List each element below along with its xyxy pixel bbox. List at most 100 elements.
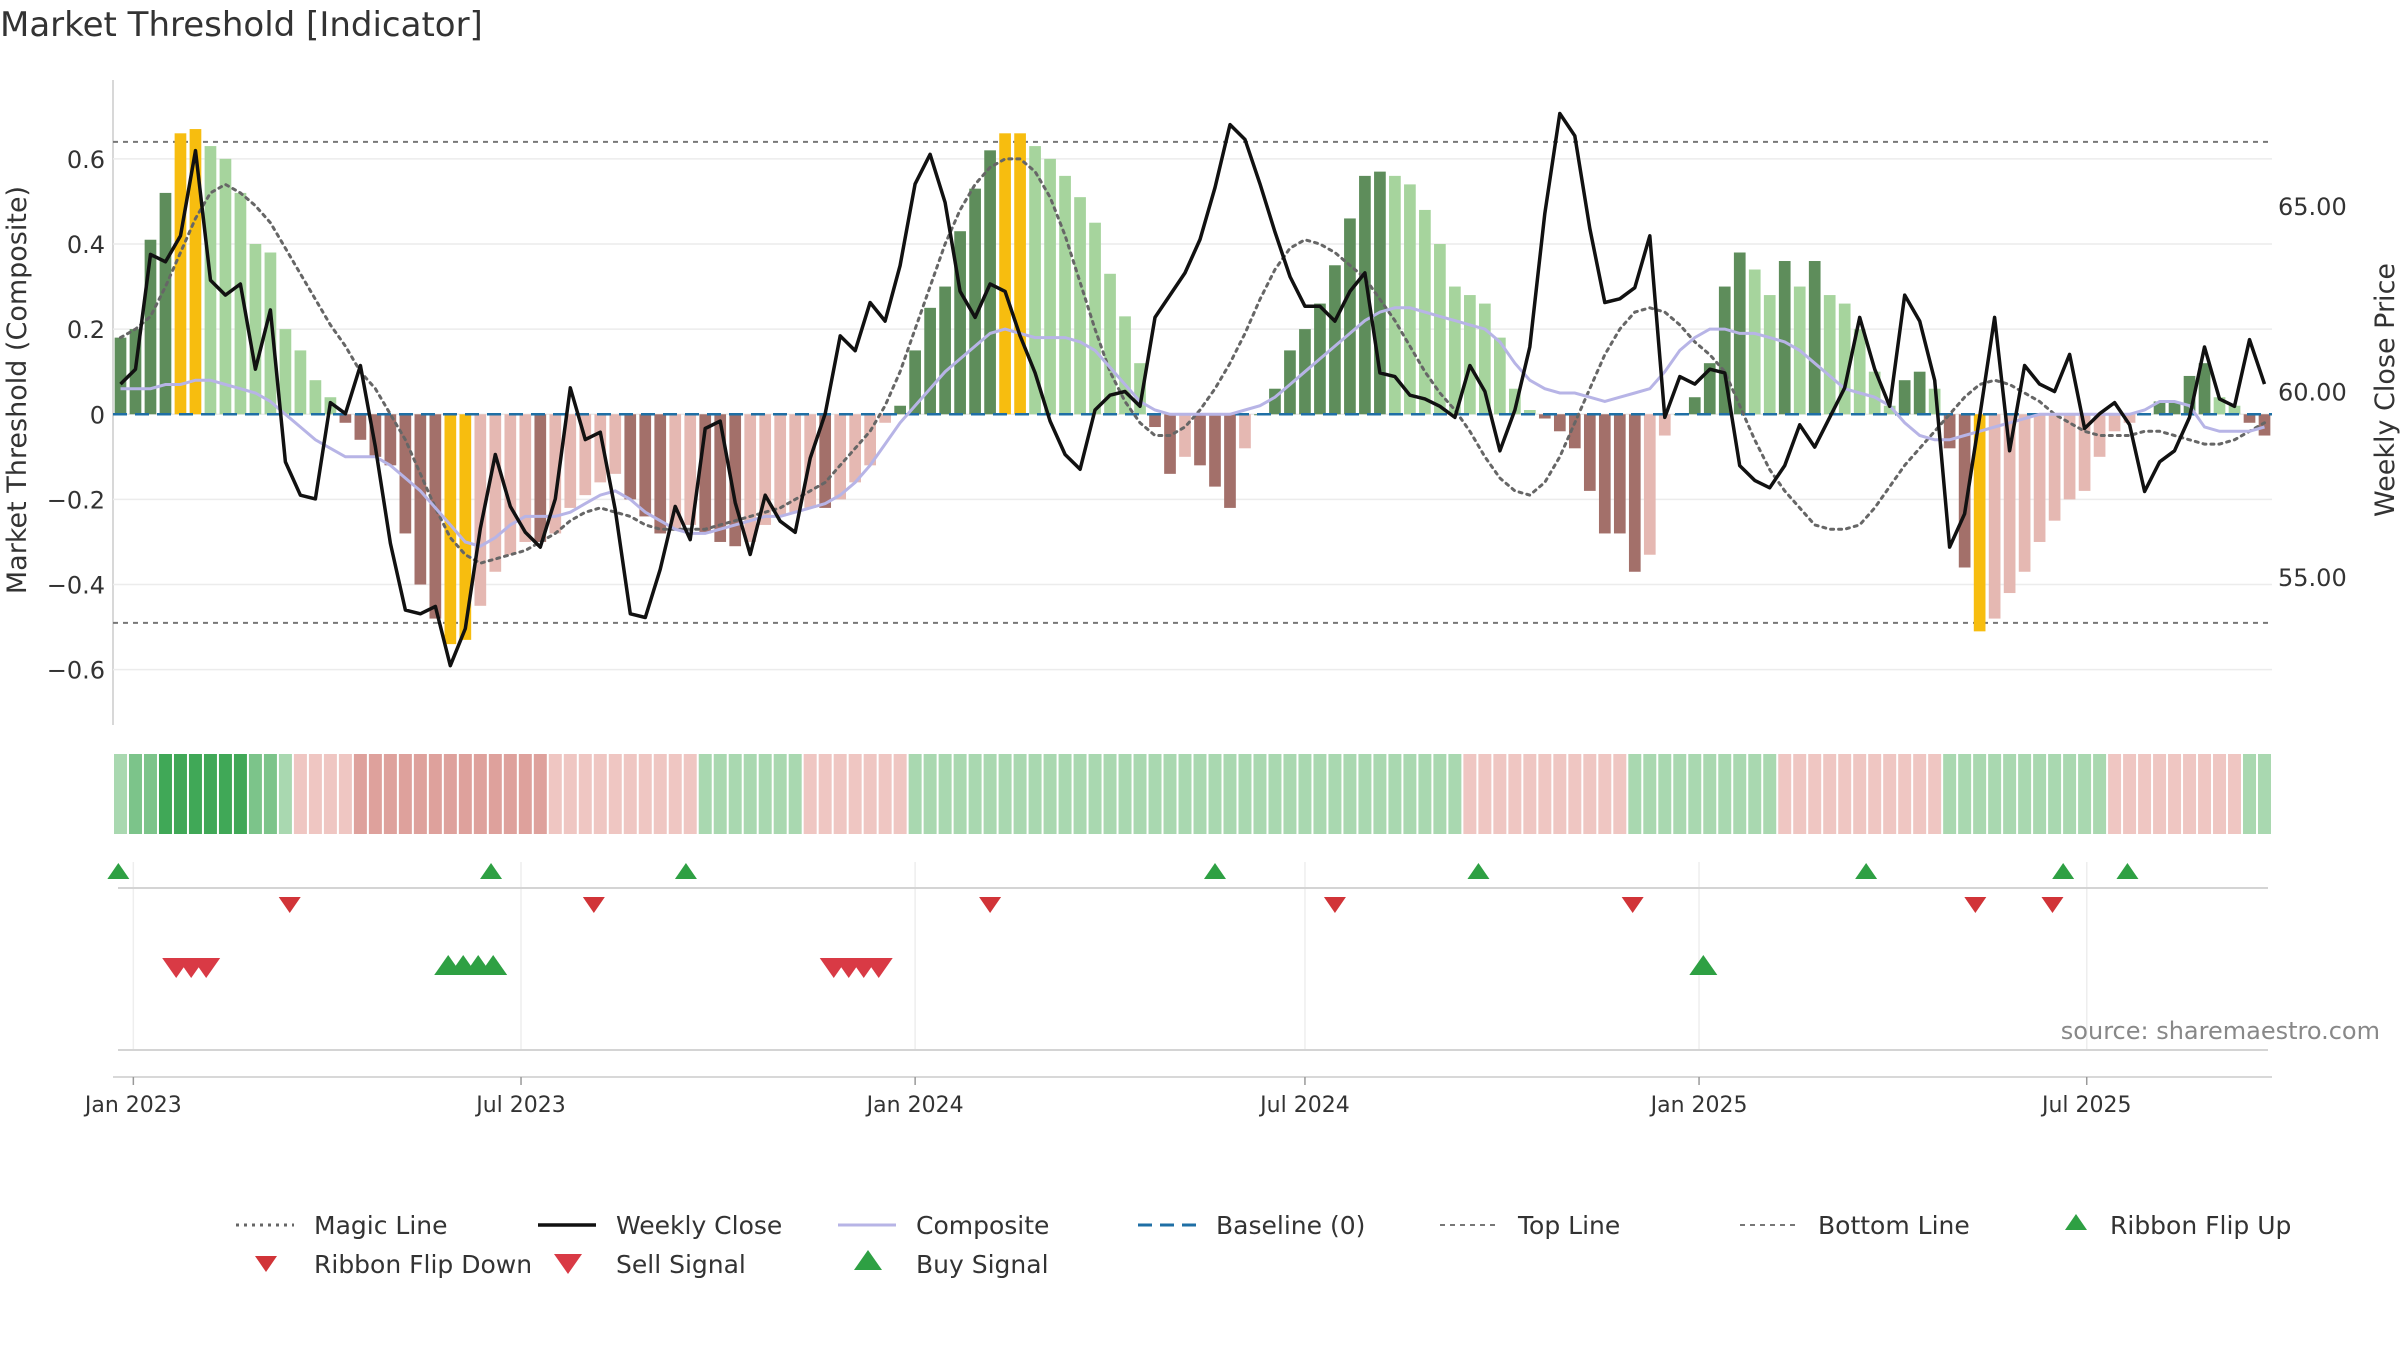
ribbon-cell [1808, 754, 1822, 834]
composite-bar [2018, 414, 2031, 572]
composite-bar [174, 133, 187, 415]
y-right-axis-label: Weekly Close Price [2370, 263, 2400, 517]
ribbon-flip-down-marker [1964, 897, 1987, 913]
legend-item: Baseline (0) [1138, 1211, 1365, 1240]
ribbon-cell [713, 754, 727, 834]
composite-bar [1119, 316, 1131, 415]
composite-bar [1778, 261, 1791, 415]
ribbon-flip-up-marker [107, 863, 130, 879]
composite-bar [669, 414, 682, 530]
ribbon-cell [518, 754, 532, 834]
ribbon-cell [413, 754, 427, 834]
composite-bar [819, 414, 832, 508]
composite-bar [1748, 269, 1761, 415]
ribbon-cell [833, 754, 847, 834]
ribbon-cell [1523, 754, 1537, 834]
legend: Magic Line Weekly Close Composite Baseline … [236, 1211, 2291, 1279]
legend-item: Bottom Line [1740, 1211, 1970, 1240]
ribbon-cell [218, 754, 232, 834]
magic-line [119, 157, 2266, 565]
composite-bar [2003, 414, 2016, 594]
composite-bar [1074, 197, 1086, 415]
composite-bar [2153, 401, 2166, 415]
legend-label: Baseline (0) [1216, 1211, 1365, 1240]
ribbon-cell [1208, 754, 1222, 834]
ribbon-cell [488, 754, 502, 834]
composite-bar [504, 414, 517, 555]
composite-bar [1104, 273, 1116, 415]
ribbon-cell [188, 754, 202, 834]
composite-bar [189, 129, 202, 415]
composite-bar [1509, 388, 1521, 415]
composite-bar [969, 188, 981, 415]
ribbon-cell [1853, 754, 1867, 834]
composite-bar [519, 414, 532, 542]
ribbon-cell [608, 754, 622, 834]
ribbon-cell [398, 754, 412, 834]
composite-bar [1868, 371, 1881, 415]
composite-bar [279, 329, 292, 415]
ribbon-cell [1718, 754, 1732, 834]
composite-bar [2183, 375, 2196, 415]
ribbon-cell [1748, 754, 1762, 834]
composite-bar [1239, 414, 1251, 449]
x-tick-label: Jan 2023 [83, 1093, 182, 1118]
ribbon-cell [1193, 754, 1207, 834]
composite-bar [384, 414, 397, 466]
composite-bar [264, 252, 277, 415]
sell-signal-marker [192, 958, 221, 978]
composite-bar [1329, 265, 1341, 415]
composite-bar [1134, 363, 1146, 415]
ribbon-flip-down-marker [1323, 897, 1346, 913]
ribbon-cell [683, 754, 697, 834]
composite-bar [1179, 414, 1191, 457]
trend-ribbon [114, 754, 2271, 834]
composite-bar [1613, 414, 1626, 534]
composite-bar [1464, 295, 1476, 415]
y-left-tick-label: 0.4 [67, 231, 105, 259]
ribbon-cell [2243, 754, 2257, 834]
ribbon-cell [233, 754, 247, 834]
composite-bar [1538, 414, 1551, 419]
composite-bar [534, 414, 547, 542]
composite-bar [474, 414, 487, 606]
composite-bar [369, 414, 382, 457]
ribbon-cell [158, 754, 172, 834]
composite-bar [2063, 414, 2076, 500]
ribbon-cell [533, 754, 547, 834]
y-left-tick-label: 0.6 [67, 146, 105, 174]
y-left-tick-label: 0.2 [67, 316, 105, 344]
composite-bar [234, 192, 247, 415]
ribbon-cell [803, 754, 817, 834]
ribbon-cell [1673, 754, 1687, 834]
ribbon-cell [263, 754, 277, 834]
legend-label: Ribbon Flip Down [314, 1250, 532, 1279]
legend-label: Composite [916, 1211, 1049, 1240]
ribbon-cell [173, 754, 187, 834]
buy-signal-marker [1689, 955, 1718, 975]
legend-swatch [554, 1254, 582, 1274]
ribbon-flip-up-marker [1203, 863, 1226, 879]
x-tick-label: Jul 2024 [1258, 1093, 1350, 1118]
ribbon-cell [938, 754, 952, 834]
ribbon-cell [1418, 754, 1432, 834]
composite-bar [684, 414, 697, 525]
composite-bar [834, 414, 847, 500]
ribbon-cell [1448, 754, 1462, 834]
ribbon-cell [1028, 754, 1042, 834]
ribbon-cell [1583, 754, 1597, 834]
ribbon-cell [2183, 754, 2197, 834]
composite-bar [1449, 286, 1461, 415]
composite-bar [624, 414, 637, 500]
composite-bar [1404, 184, 1416, 415]
composite-bar [1688, 397, 1701, 415]
ribbon-cell [698, 754, 712, 834]
ribbon-cell [1328, 754, 1342, 834]
ribbon-flip-down-marker [2041, 897, 2064, 913]
ribbon-cell [1013, 754, 1027, 834]
composite-bar [1898, 380, 1911, 415]
composite-bar [2228, 405, 2241, 415]
legend-swatch [2065, 1214, 2087, 1230]
composite-bar [399, 414, 412, 534]
